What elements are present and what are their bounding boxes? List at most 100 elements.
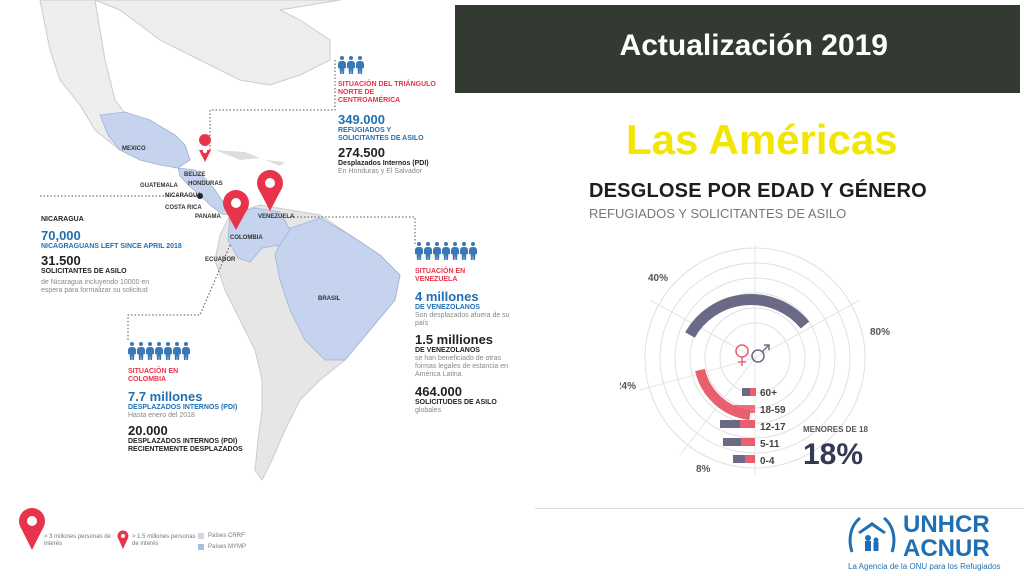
age-gender-chart-svg: 40% 80% 24% 8% 60+ 18-59 12-17 5-11 0-4 — [616, 245, 890, 475]
footer-divider — [535, 508, 1024, 509]
nicaragua-note-2: de Nicaragua incluyendo 10000 en espera … — [41, 279, 150, 294]
person-icon — [433, 242, 441, 260]
triangle-value-1: 349.000 — [338, 112, 385, 127]
venezuela-info: SITUACIÓN EN VENEZUELA 4 millones DE VEN… — [415, 268, 515, 415]
title-bar: Actualización 2019 — [455, 5, 1020, 93]
colombia-value-2: 20.000 — [128, 423, 168, 438]
label-brasil: BRASIL — [318, 296, 341, 302]
americas-map — [0, 0, 540, 510]
person-icon — [347, 56, 355, 74]
label-honduras: HONDURAS — [188, 181, 223, 187]
venezuela-value-1: 4 millones — [415, 289, 479, 304]
unhcr-logo-text: UNHCR ACNUR — [903, 513, 990, 561]
chart-axis-label-8: 8% — [696, 464, 711, 475]
chart-axis-label-24: 24% — [620, 381, 636, 392]
colombia-value-1: 7.7 millones — [128, 389, 203, 404]
minors-percent: 18% — [803, 438, 864, 471]
map-graphic — [39, 0, 416, 481]
triangle-note-2: En Honduras y El Salvador — [338, 168, 423, 175]
triangle-info: SITUACIÓN DEL TRIÁNGULO NORTE DE CENTROA… — [338, 81, 438, 176]
venezuela-heading: SITUACIÓN EN VENEZUELA — [415, 268, 466, 283]
person-icon — [155, 342, 163, 360]
label-belize: BELIZE — [184, 172, 206, 178]
nicaragua-heading: NICARAGUA — [41, 216, 84, 223]
chart-category-18-59: 18-59 — [760, 405, 786, 416]
person-icon — [164, 342, 172, 360]
label-guatemala: GUATEMALA — [140, 183, 178, 189]
map-pin-icon — [223, 190, 249, 230]
triangle-value-2: 274.500 — [338, 145, 385, 160]
chart-axis-label-40: 40% — [648, 273, 668, 284]
colombia-label-2: DESPLAZADOS INTERNOS (PDI) RECIENTEMENTE… — [128, 438, 243, 453]
chart-axis-label-80: 80% — [870, 327, 890, 338]
person-icon — [146, 342, 154, 360]
nicaragua-value-1: 70,000 — [41, 228, 81, 243]
colombia-note-1: Hasta enero del 2018 — [128, 412, 195, 419]
breakdown-subtitle: REFUGIADOS Y SOLICITANTES DE ASILO — [589, 206, 847, 221]
legend-mymp-label: Países MYMP — [208, 544, 247, 550]
chart-bar-male-18-59 — [685, 293, 810, 338]
logo-line-1: UNHCR — [903, 511, 990, 538]
people-icons — [338, 56, 364, 74]
person-icon — [338, 56, 346, 74]
venezuela-label-3: SOLICITUDES DE ASILO — [415, 399, 497, 406]
chart-bar-female-5-11 — [741, 438, 755, 446]
person-icon — [451, 242, 459, 260]
unhcr-tagline: La Agencia de la ONU para los Refugiados — [848, 562, 1001, 571]
colombia-info: SITUACIÓN EN COLOMBIA 7.7 millones DESPL… — [128, 368, 258, 454]
unhcr-emblem-icon — [846, 512, 898, 563]
legend-small-pin-icon — [117, 530, 129, 555]
chart-bar-female-12-17 — [740, 420, 755, 428]
label-nicaragua: NICARAGUA — [165, 193, 202, 199]
label-colombia: COLOMBIA — [230, 235, 263, 241]
legend-big-pin-label: > 3 millones personas de interés — [44, 534, 111, 547]
person-icon — [182, 342, 190, 360]
venezuela-note-3: globales — [415, 407, 442, 414]
chart-category-60plus: 60+ — [760, 388, 777, 399]
map-pin-icon — [199, 134, 212, 162]
legend-crrf-swatch — [198, 533, 204, 539]
venezuela-note-2: se han beneficiado de otras formas legal… — [415, 355, 508, 378]
chart-bar-female-18-59-end — [730, 405, 755, 413]
chart-category-5-11: 5-11 — [760, 439, 780, 450]
person-icon — [173, 342, 181, 360]
person-icon — [137, 342, 145, 360]
triangle-label-2: Desplazados Internos (PDI) — [338, 160, 429, 167]
chart-bar-male-60 — [742, 388, 750, 396]
chart-bar-female-0-4 — [745, 455, 755, 463]
label-ecuador: ECUADOR — [205, 257, 236, 263]
legend-crrf-label: Países CRRF — [208, 533, 245, 539]
page-title: Actualización 2019 — [619, 29, 888, 62]
chart-bar-male-0-4 — [733, 455, 745, 463]
person-icon — [415, 242, 423, 260]
label-panama: PANAMA — [195, 214, 221, 220]
person-icon — [469, 242, 477, 260]
person-icon — [460, 242, 468, 260]
label-venezuela: VENEZUELA — [258, 214, 295, 220]
female-icon — [735, 344, 749, 366]
breakdown-title: DESGLOSE POR EDAD Y GÉNERO — [589, 180, 927, 202]
people-icons — [415, 242, 477, 260]
label-mexico: MEXICO — [122, 146, 146, 152]
person-icon — [442, 242, 450, 260]
region-title: Las Américas — [626, 116, 898, 163]
legend-small-pin-label: > 1.5 millones personas de interés — [132, 534, 196, 547]
venezuela-value-2: 1.5 milliones — [415, 332, 494, 347]
chart-bar-male-12-17 — [720, 420, 740, 428]
map-pin-icon — [257, 170, 283, 211]
chart-category-0-4: 0-4 — [760, 456, 775, 467]
legend-big-pin-icon — [18, 507, 46, 556]
label-costa-rica: COSTA RICA — [165, 205, 202, 211]
nicaragua-info: NICARAGUA 70,000 NICAGRAGUANS LEFT SINCE… — [41, 216, 191, 295]
triangle-heading: SITUACIÓN DEL TRIÁNGULO NORTE DE CENTROA… — [338, 81, 436, 104]
chart-category-12-17: 12-17 — [760, 422, 786, 433]
age-gender-chart: 40% 80% 24% 8% 60+ 18-59 12-17 5-11 0-4 — [616, 240, 920, 490]
nicaragua-value-2: 31.500 — [41, 253, 81, 268]
colombia-label-1: DESPLAZADOS INTERNOS (PDI) — [128, 404, 238, 411]
chart-bar-female-18-59 — [695, 368, 751, 420]
colombia-heading: SITUACIÓN EN COLOMBIA — [128, 368, 179, 383]
people-icons — [128, 342, 190, 360]
logo-line-2: ACNUR — [903, 535, 990, 562]
venezuela-value-3: 464.000 — [415, 384, 462, 399]
minors-label: MENORES DE 18 — [803, 425, 868, 434]
